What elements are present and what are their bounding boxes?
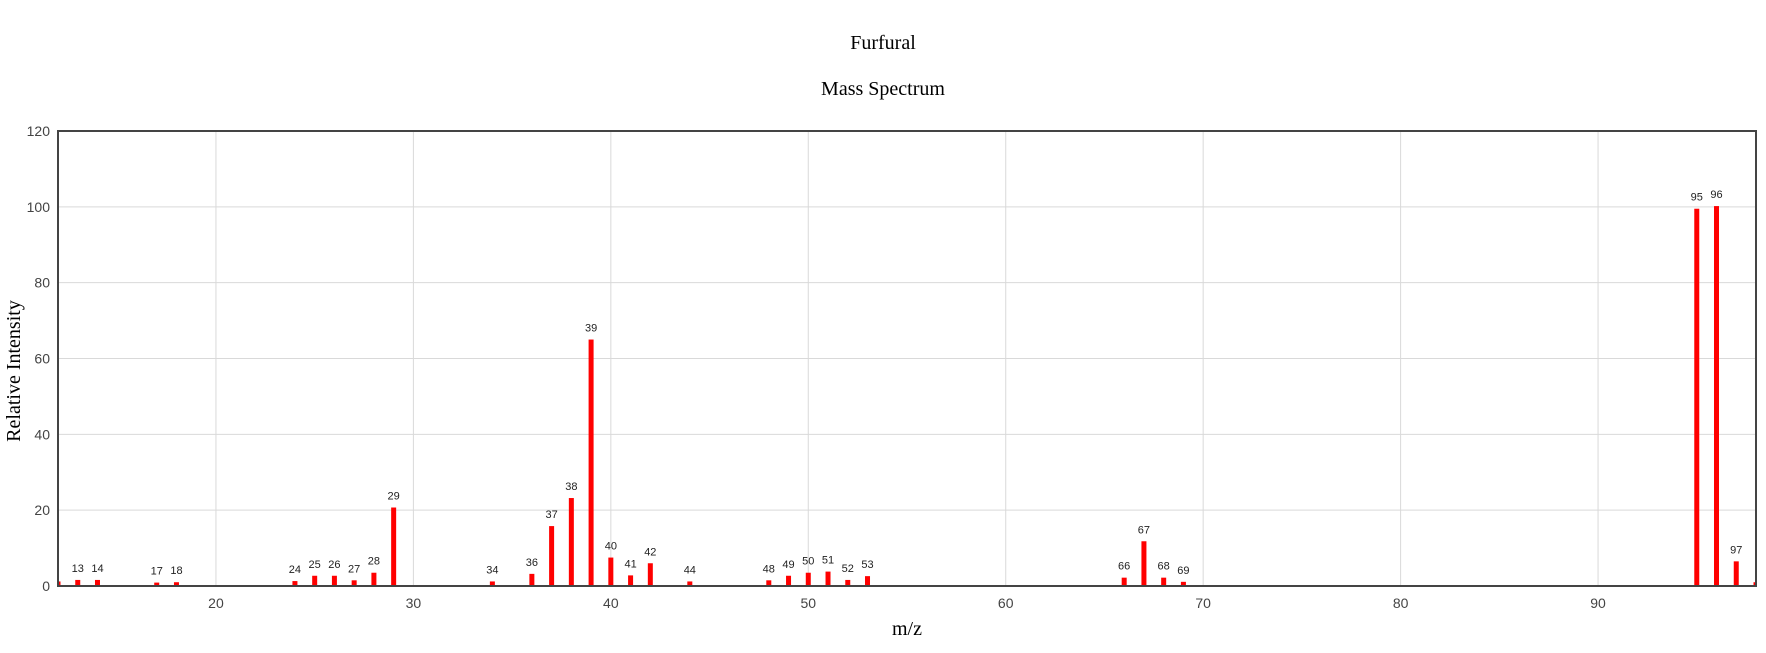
- peak-bar: [351, 580, 357, 586]
- peak-label: 18: [170, 565, 182, 577]
- peak-bar: [173, 582, 179, 586]
- peak-bar: [312, 575, 318, 586]
- peak-label: 51: [822, 555, 834, 567]
- peak-bar: [845, 579, 851, 586]
- peak-bar: [628, 575, 634, 586]
- peak-bar: [1714, 206, 1720, 586]
- peak-bar: [58, 581, 61, 586]
- peak-label: 68: [1158, 561, 1170, 573]
- y-tick-label: 20: [34, 502, 50, 518]
- chart-title: Furfural: [850, 32, 916, 54]
- peak-bar: [786, 575, 792, 586]
- peak-label: 53: [861, 559, 873, 571]
- peak-bar: [1694, 208, 1700, 586]
- x-tick-label: 70: [1195, 595, 1211, 611]
- peak-bar: [154, 582, 160, 586]
- peak-bar: [292, 581, 298, 586]
- x-tick-label: 30: [406, 595, 422, 611]
- peak-label: 37: [545, 509, 557, 521]
- peak-label: 24: [289, 564, 301, 576]
- peak-label: 28: [368, 556, 380, 568]
- peak-bar: [94, 579, 100, 586]
- peak-label: 52: [842, 563, 854, 575]
- peak-label: 48: [763, 563, 775, 575]
- peak-label: 14: [91, 563, 103, 575]
- peak-bar: [647, 563, 653, 586]
- peak-label: 69: [1177, 565, 1189, 577]
- peak-bar: [825, 571, 831, 586]
- peak-bar: [568, 498, 574, 586]
- peak-label: 26: [328, 559, 340, 571]
- x-tick-label: 40: [603, 595, 619, 611]
- peak-label: 50: [802, 556, 814, 568]
- peak-bar: [588, 339, 594, 586]
- peak-label: 42: [644, 546, 656, 558]
- peak-label: 25: [309, 559, 321, 571]
- y-tick-label: 120: [27, 123, 51, 139]
- peak-bar: [489, 581, 495, 586]
- peak-bar: [549, 526, 555, 586]
- peak-label: 29: [388, 491, 400, 503]
- peak-bar: [766, 580, 772, 586]
- x-tick-label: 20: [208, 595, 224, 611]
- peak-label: 13: [72, 563, 84, 575]
- peak-bar: [687, 581, 693, 586]
- chart-subtitle: Mass Spectrum: [821, 78, 945, 100]
- y-tick-label: 60: [34, 351, 50, 367]
- bar-layer: [58, 206, 1756, 586]
- peak-bar: [1180, 581, 1186, 586]
- peak-bar: [608, 557, 614, 586]
- peak-bar: [75, 579, 81, 586]
- x-axis-title: m/z: [892, 618, 922, 640]
- peak-bar: [371, 572, 377, 586]
- plot-frame: [57, 130, 1757, 587]
- bar-label-layer: 13 14 17 18 24 25 26 27 28 29 34 36 37 38 39 40 41 42 44 48…: [72, 189, 1743, 578]
- peak-label: 67: [1138, 524, 1150, 536]
- y-tick-label: 0: [42, 578, 50, 594]
- peak-label: 38: [565, 481, 577, 493]
- peak-bar: [391, 507, 397, 586]
- peak-label: 40: [605, 541, 617, 553]
- peak-label: 39: [585, 323, 597, 335]
- peak-label: 95: [1691, 192, 1703, 204]
- peak-label: 66: [1118, 561, 1130, 573]
- peak-bar: [529, 573, 535, 586]
- peak-bar: [805, 572, 811, 586]
- y-tick-label: 40: [34, 426, 50, 442]
- peak-bar: [331, 575, 337, 586]
- grid-layer: [58, 131, 1756, 586]
- peak-bar: [1141, 541, 1147, 586]
- peak-bar: [865, 576, 871, 586]
- tick-layer: 0 20 40 60 80 100 120 20 30 40 50 60 70 80 90: [27, 123, 1606, 611]
- x-tick-label: 90: [1590, 595, 1606, 611]
- peak-bar: [1753, 582, 1756, 586]
- peak-label: 44: [684, 564, 696, 576]
- peak-label: 34: [486, 564, 498, 576]
- peak-bar: [1733, 561, 1739, 586]
- peak-label: 49: [782, 559, 794, 571]
- peak-bar: [1121, 577, 1127, 586]
- peak-bar: [1161, 577, 1167, 586]
- x-tick-label: 50: [800, 595, 816, 611]
- x-tick-label: 80: [1393, 595, 1409, 611]
- peak-label: 41: [624, 558, 636, 570]
- y-tick-label: 100: [27, 199, 51, 215]
- peak-label: 27: [348, 563, 360, 575]
- peak-label: 97: [1730, 544, 1742, 556]
- x-tick-label: 60: [998, 595, 1014, 611]
- peak-label: 17: [151, 566, 163, 578]
- peak-label: 96: [1710, 189, 1722, 201]
- peak-label: 36: [526, 557, 538, 569]
- y-axis-title: Relative Intensity: [3, 300, 25, 442]
- y-tick-label: 80: [34, 275, 50, 291]
